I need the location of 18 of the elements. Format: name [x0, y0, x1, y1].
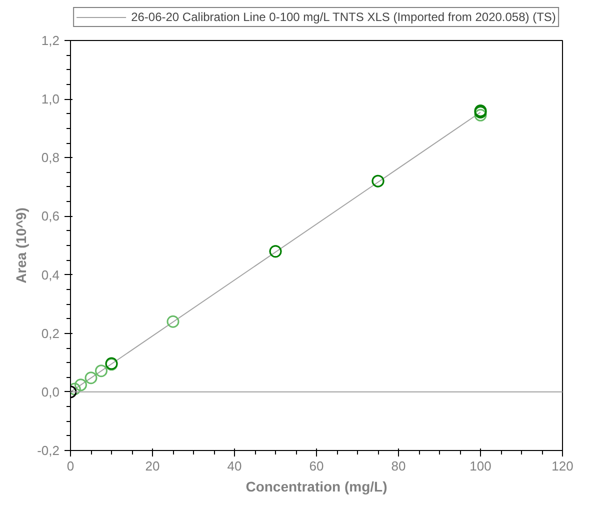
legend-label: 26-06-20 Calibration Line 0-100 mg/L TNTS XLS (Imported from 2020.058) (TS)	[131, 10, 556, 24]
x-tick-label: 60	[309, 458, 324, 474]
y-tick-label: 1,0	[41, 92, 60, 107]
x-tick-label: 40	[227, 458, 242, 474]
y-tick-label: 0,2	[41, 326, 60, 341]
y-tick-label: -0,2	[37, 443, 60, 458]
x-tick-label: 100	[470, 458, 492, 474]
y-tick-label: 0,0	[41, 384, 60, 400]
y-tick-label: 0,8	[41, 150, 60, 166]
x-tick-label: 120	[552, 458, 574, 474]
y-axis-title: Area (10^9)	[13, 208, 30, 284]
x-axis-title: Concentration (mg/L)	[246, 478, 388, 494]
x-tick-label: 20	[145, 458, 160, 474]
x-tick-label: 80	[391, 458, 406, 474]
y-tick-label: 0,6	[41, 208, 60, 224]
y-tick-label: 1,2	[41, 33, 60, 48]
x-tick-label: 0	[66, 458, 74, 474]
y-tick-label: 0,4	[41, 267, 60, 282]
